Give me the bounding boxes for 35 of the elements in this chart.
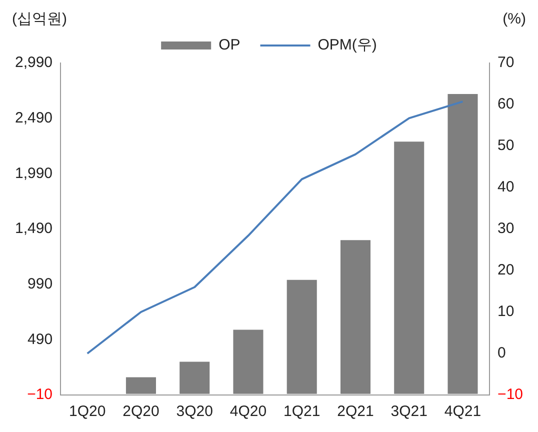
y-tick-label: 1,490 (14, 220, 53, 238)
bar (180, 362, 210, 394)
y2-tick-label: −10 (498, 386, 524, 404)
y-tick-label: 490 (28, 330, 53, 348)
y-tick-label: 2,490 (14, 109, 53, 126)
y2-tick-label: 60 (498, 96, 514, 113)
x-tick-label: 3Q20 (176, 403, 213, 420)
y-tick-label: −10 (27, 386, 53, 404)
bar (340, 240, 371, 394)
x-tick-label: 3Q21 (390, 403, 428, 420)
x-tick-label: 4Q20 (230, 403, 267, 420)
y-tick-label: 2,990 (14, 54, 53, 72)
bar (286, 280, 317, 394)
y2-tick-label: 40 (498, 178, 514, 196)
bar (233, 330, 264, 394)
bar (394, 142, 424, 394)
y2-tick-label: 10 (498, 303, 514, 320)
legend-label: OPM(우) (318, 36, 377, 54)
x-tick-label: 2Q21 (337, 403, 374, 420)
x-tick-label: 1Q20 (69, 403, 106, 420)
y2-tick-label: 20 (498, 262, 514, 279)
bar (448, 94, 478, 394)
bar (126, 377, 156, 394)
y-axis-title: (십억원) (12, 10, 67, 28)
legend-label: OP (218, 36, 240, 54)
y-tick-label: 990 (28, 275, 53, 292)
y2-tick-label: 70 (498, 54, 514, 72)
y2-axis-title: (%) (502, 10, 526, 28)
y2-tick-label: 0 (498, 344, 506, 362)
x-tick-label: 2Q20 (122, 403, 160, 420)
y-tick-label: 1,990 (14, 164, 53, 182)
x-tick-label: 1Q21 (284, 403, 320, 420)
x-tick-label: 4Q21 (444, 403, 482, 420)
y2-tick-label: 50 (498, 137, 514, 154)
y2-tick-label: 30 (498, 220, 514, 238)
